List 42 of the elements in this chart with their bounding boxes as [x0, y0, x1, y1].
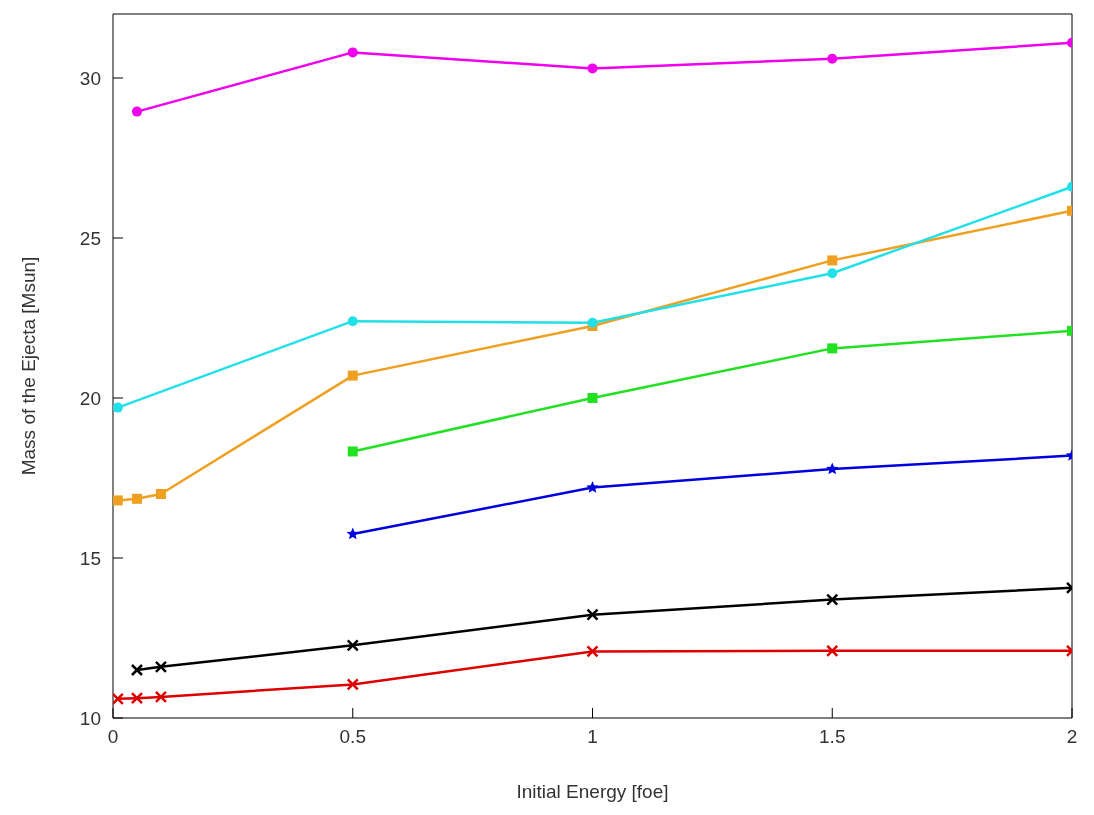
point	[131, 493, 142, 504]
point	[347, 446, 358, 457]
point	[113, 692, 125, 706]
point	[586, 645, 599, 658]
point	[154, 660, 168, 674]
point	[346, 527, 359, 540]
point	[587, 63, 598, 74]
x-tick-label: 2	[1066, 726, 1078, 748]
y-tick-label: 10	[79, 707, 101, 729]
point	[586, 608, 599, 621]
point	[347, 316, 358, 327]
point	[826, 593, 839, 606]
y-tick-label: 25	[79, 227, 101, 249]
point	[587, 317, 598, 328]
point	[827, 268, 838, 279]
y-tick-label: 20	[79, 387, 101, 409]
point	[826, 644, 839, 658]
point	[586, 481, 599, 493]
point	[113, 402, 123, 413]
x-tick-label: 0	[107, 726, 119, 748]
point	[155, 489, 166, 499]
x-axis-title: Initial Energy [foe]	[516, 781, 669, 802]
point	[827, 53, 838, 64]
point	[130, 663, 144, 677]
point	[347, 47, 358, 58]
x-tick-label: 1	[587, 726, 598, 748]
point	[827, 343, 838, 354]
x-tick-label: 1.5	[819, 726, 846, 748]
y-tick-label: 30	[79, 67, 101, 89]
point	[113, 495, 123, 506]
point	[346, 639, 359, 652]
x-tick-label: 0.5	[339, 726, 366, 748]
y-tick-label: 15	[79, 547, 101, 569]
point	[154, 690, 168, 704]
y-axis-title: Mass of the Ejecta [Msun]	[17, 256, 39, 476]
point	[587, 393, 598, 403]
point	[131, 106, 142, 117]
point	[826, 462, 839, 475]
point	[130, 691, 144, 705]
point	[827, 255, 838, 266]
point	[346, 678, 359, 691]
point	[347, 370, 358, 381]
